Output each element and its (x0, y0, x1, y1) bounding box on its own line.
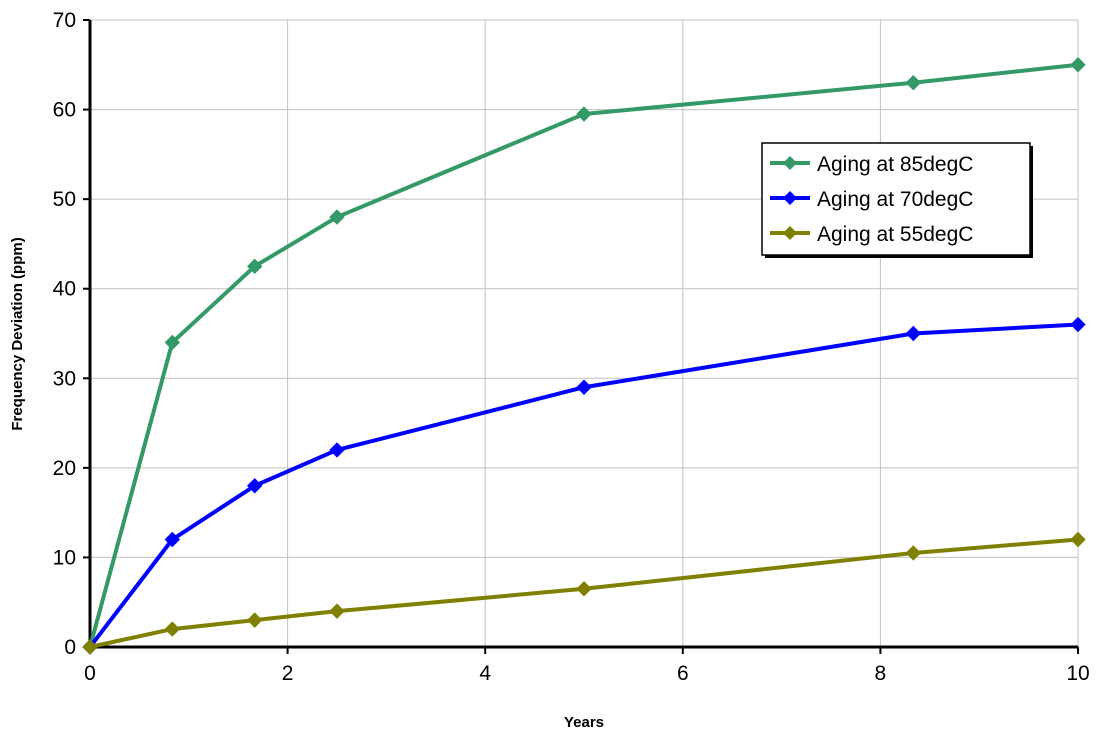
data-point-marker (329, 442, 345, 458)
data-point-marker (1070, 57, 1086, 73)
data-point-marker (576, 106, 592, 122)
legend: Aging at 85degC Aging at 70degC Aging at 5… (761, 142, 1033, 258)
legend-label: Aging at 85degC (817, 153, 973, 176)
x-tick-label: 10 (1066, 662, 1089, 685)
data-point-marker (576, 581, 592, 597)
data-point-marker (576, 379, 592, 395)
y-tick-label: 20 (53, 457, 76, 480)
legend-label: Aging at 70degC (817, 188, 973, 211)
x-tick-label: 0 (84, 662, 96, 685)
legend-label: Aging at 55degC (817, 223, 973, 246)
data-point-marker (164, 621, 181, 637)
data-point-marker (246, 478, 263, 494)
x-tick-label: 4 (479, 662, 491, 685)
data-point-marker (1070, 531, 1086, 548)
y-axis-title: Frequency Deviation (ppm) (9, 237, 26, 430)
data-point-marker (905, 325, 922, 342)
data-point-marker (329, 209, 345, 225)
x-tick-label: 2 (282, 662, 294, 685)
y-tick-label: 10 (53, 546, 76, 569)
x-tick-label: 8 (875, 662, 887, 685)
data-point-marker (905, 545, 922, 561)
series-3 (82, 531, 1086, 655)
y-tick-label: 30 (53, 367, 76, 390)
data-point-marker (329, 603, 345, 619)
data-point-marker (164, 531, 181, 548)
legend-swatch-marker (783, 156, 797, 170)
x-axis-tick-labels: 0 2 4 6 8 10 (84, 662, 1090, 685)
series-2 (82, 316, 1086, 655)
data-point-marker (905, 74, 922, 91)
data-point-marker (1070, 316, 1086, 333)
data-point-marker (246, 258, 263, 275)
data-point-marker (82, 639, 98, 655)
series-1 (82, 57, 1086, 655)
y-axis-tick-labels: 0 10 20 30 40 50 60 70 (53, 9, 76, 659)
legend-swatch-marker (783, 226, 797, 240)
x-tick-label: 6 (677, 662, 689, 685)
data-point-marker (246, 612, 263, 628)
y-tick-label: 60 (53, 99, 76, 122)
y-tick-label: 0 (64, 636, 76, 659)
y-tick-label: 70 (53, 9, 76, 32)
y-tick-label: 50 (53, 188, 76, 211)
series-layer (82, 57, 1086, 655)
y-tick-label: 40 (53, 278, 76, 301)
x-axis-title: Years (564, 714, 604, 731)
legend-swatch-marker (783, 191, 797, 205)
data-point-marker (164, 334, 181, 351)
